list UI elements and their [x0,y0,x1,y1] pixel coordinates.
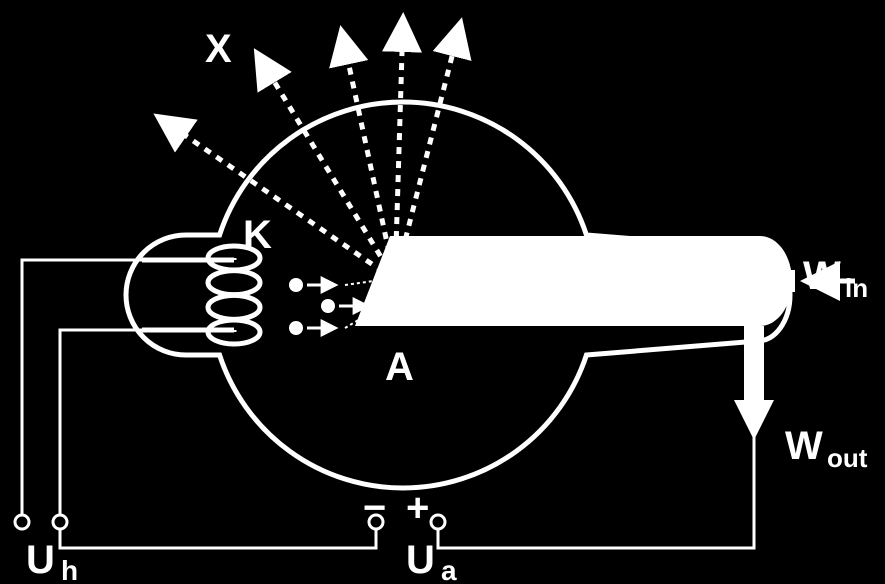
electron-dot [289,321,303,335]
xray-arrow [160,118,395,280]
terminal-uh [53,515,67,529]
coolant-outlet-pipe [744,326,764,400]
label-uh-sub: h [61,555,78,584]
anode [355,236,795,400]
xray-arrow [258,55,395,280]
xray-arrow [342,33,395,280]
wire-ua-neg [60,530,376,548]
label-k: K [243,213,272,257]
filament-coil [208,271,260,295]
wire-ua-pos [438,430,754,548]
label-a: A [385,345,414,389]
wire-uh-bottom [60,330,142,515]
label-x: X [205,27,232,71]
terminal-uh [15,515,29,529]
xray-tube-diagram: XKAUhUaWinWout−+ [0,0,885,584]
label-ua: U [406,538,435,582]
electron-dot [321,299,335,313]
anode-stem [755,270,795,292]
label-uh: U [26,538,55,582]
filament-coil [208,295,260,319]
label-ua-sub: a [441,555,457,584]
electron-dot [289,278,303,292]
polarity-minus: − [363,486,386,530]
cathode-filament [142,246,260,344]
label-win-sub: in [845,273,868,303]
label-wout: W [785,424,823,468]
polarity-plus: + [406,486,429,530]
label-win: W [803,254,841,298]
label-wout-sub: out [827,443,868,473]
terminal-ua [431,515,445,529]
